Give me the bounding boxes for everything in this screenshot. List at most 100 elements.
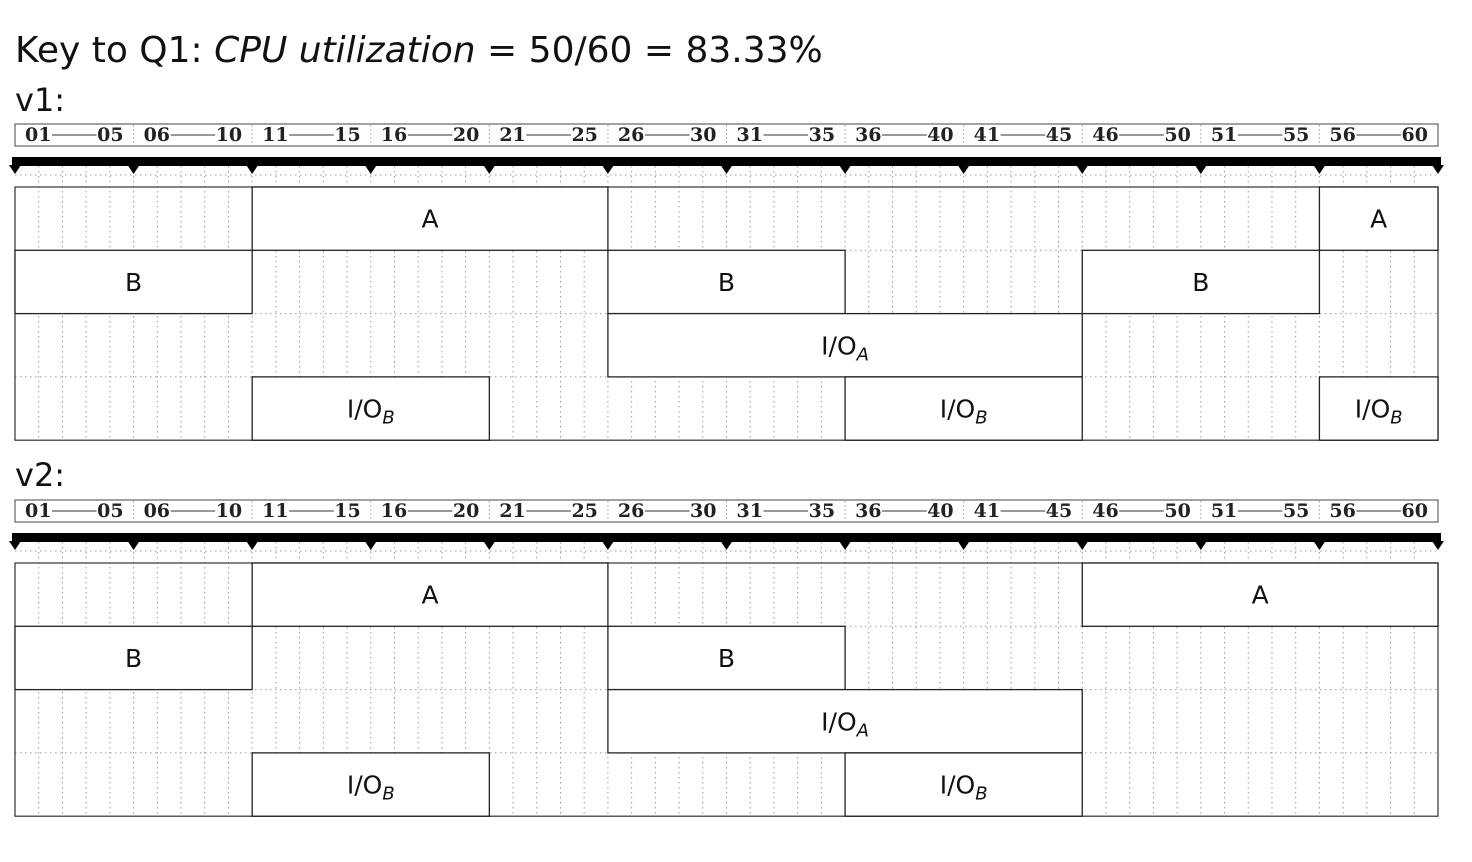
time-marker [9, 165, 21, 174]
task-block: B [607, 249, 846, 315]
time-marker [601, 541, 614, 550]
time-marker [601, 165, 614, 174]
task-block: A [251, 562, 609, 627]
tick-label-start: 16 [381, 500, 407, 522]
task-rect [251, 186, 609, 251]
task-block: I/OA [607, 688, 1083, 754]
title-formula: = 50/60 = 83.33% [475, 30, 823, 71]
task-rect [607, 625, 846, 691]
task-rect [1081, 562, 1439, 627]
task-rect [14, 625, 253, 691]
tick-label-end: 60 [1402, 124, 1428, 146]
time-marker [364, 165, 377, 174]
time-marker [1076, 541, 1089, 550]
tick-label-end: 25 [571, 124, 597, 146]
task-rect [1318, 186, 1439, 251]
tick-label-end: 60 [1402, 500, 1428, 522]
task-block: B [1081, 249, 1321, 315]
task-label: I/OB [1355, 395, 1403, 429]
task-label: I/OB [940, 771, 988, 805]
task-label: A [1370, 205, 1387, 234]
tick-label-end: 05 [97, 124, 123, 146]
page-title: Key to Q1: CPU utilization = 50/60 = 83.… [15, 28, 823, 74]
time-marker [483, 165, 496, 174]
time-marker [246, 165, 259, 174]
tick-label-start: 36 [855, 124, 881, 146]
chart-v2-label: v2: [15, 456, 66, 494]
task-rect [1081, 249, 1321, 315]
time-marker [1076, 165, 1089, 174]
tick-label-end: 25 [571, 500, 597, 522]
task-block: I/OB [251, 752, 490, 817]
task-label: B [125, 644, 142, 673]
task-block: A [1318, 186, 1439, 251]
time-marker [1194, 165, 1207, 174]
tick-label-end: 45 [1046, 500, 1072, 522]
task-label: A [421, 205, 438, 234]
task-label: I/OA [821, 331, 869, 365]
time-marker [1432, 165, 1444, 174]
chart-v1: 01 05 06 10 11 15 16 20 21 25 26 30 31 35 36 40 41 45 46 50… [9, 123, 1444, 441]
tick-label-start: 11 [262, 124, 288, 146]
time-marker [9, 541, 21, 550]
time-marker [1313, 165, 1326, 174]
task-label: I/OB [347, 395, 395, 429]
tick-label-start: 46 [1092, 500, 1118, 522]
tick-label-start: 26 [618, 500, 644, 522]
tick-label-start: 16 [381, 124, 407, 146]
time-marker [127, 541, 140, 550]
tick-label-start: 51 [1211, 500, 1237, 522]
tick-label-start: 41 [974, 500, 1000, 522]
task-block: I/OB [844, 752, 1083, 817]
tick-label-end: 50 [1164, 124, 1190, 146]
task-block: B [607, 625, 846, 691]
chart-v1-label: v1: [15, 81, 66, 119]
time-marker [364, 541, 377, 550]
time-bar [12, 533, 1441, 542]
tick-label-end: 10 [216, 500, 242, 522]
tick-label-start: 31 [737, 500, 763, 522]
time-marker [483, 541, 496, 550]
tick-label-end: 20 [453, 500, 479, 522]
tick-label-start: 31 [737, 124, 763, 146]
task-label: A [421, 581, 438, 610]
timeline-header [14, 499, 1439, 523]
time-marker [839, 541, 852, 550]
tick-label-end: 35 [809, 124, 835, 146]
tick-label-start: 01 [25, 124, 51, 146]
task-block: I/OB [1318, 376, 1439, 441]
time-marker [720, 165, 733, 174]
task-block: B [14, 625, 253, 691]
task-block: I/OA [607, 312, 1083, 378]
task-label: I/OB [940, 395, 988, 429]
tick-label-start: 21 [499, 500, 525, 522]
title-prefix: Key to Q1: [15, 30, 215, 71]
time-marker [957, 165, 970, 174]
task-block: I/OB [844, 376, 1083, 441]
tick-label-end: 05 [97, 500, 123, 522]
time-marker [1194, 541, 1207, 550]
task-block: I/OB [251, 376, 490, 441]
task-rect [607, 249, 846, 315]
tick-label-end: 45 [1046, 124, 1072, 146]
tick-label-end: 40 [927, 124, 953, 146]
task-block: B [14, 249, 253, 315]
tick-label-end: 55 [1283, 500, 1309, 522]
tick-label-end: 55 [1283, 124, 1309, 146]
time-marker [246, 541, 259, 550]
tick-label-start: 21 [499, 124, 525, 146]
tick-label-end: 40 [927, 500, 953, 522]
time-marker [720, 541, 733, 550]
title-metric: CPU utilization [214, 30, 476, 71]
task-label: I/OA [821, 707, 869, 741]
tick-label-start: 01 [25, 500, 51, 522]
task-rect [844, 752, 1083, 817]
tick-label-start: 06 [144, 500, 170, 522]
tick-label-end: 10 [216, 124, 242, 146]
task-rect [844, 376, 1083, 441]
time-marker [127, 165, 140, 174]
tick-label-end: 15 [334, 500, 360, 522]
timeline-header [14, 123, 1439, 147]
task-label: B [125, 268, 142, 297]
tick-label-start: 46 [1092, 124, 1118, 146]
